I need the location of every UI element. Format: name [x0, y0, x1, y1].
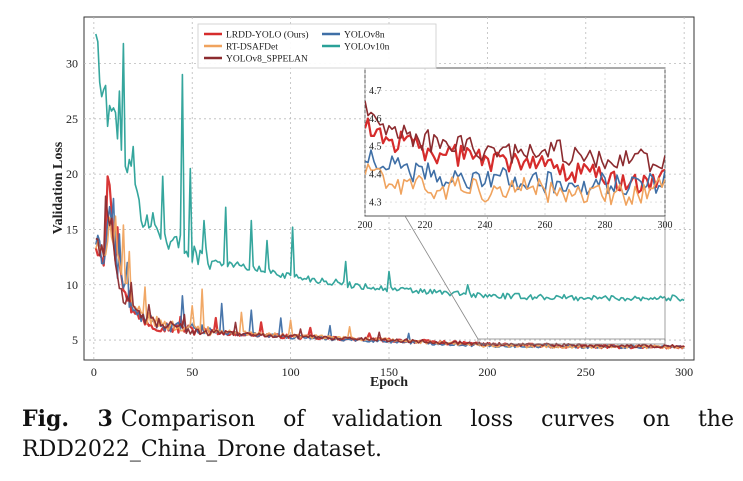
inset-x-tick-label: 240 — [478, 220, 493, 231]
series-line-yolov8-sppelan — [95, 195, 685, 349]
inset-y-tick-label: 4.6 — [369, 114, 382, 125]
loss-chart: 5 10 15 20 25 30 0 50 100 150 200 250 300 4.3 4.4 4.5… — [51, 16, 695, 390]
legend-label-lrdd-yolo-ours: LRDD-YOLO (Ours) — [226, 30, 309, 41]
x-tick-label: 50 — [186, 365, 198, 379]
x-tick-label: 300 — [675, 365, 693, 379]
inset-series-line-yolov8n — [365, 149, 665, 196]
legend-label-rt-dsafdet: RT-DSAFDet — [226, 43, 278, 53]
zoom-region-box — [477, 338, 666, 345]
y-tick-label: 10 — [66, 278, 78, 292]
inset-series-line-rt-dsafdet — [365, 163, 665, 206]
inset-x-tick-label: 260 — [538, 220, 553, 231]
x-tick-label: 250 — [577, 365, 595, 379]
y-tick-labels: 5 10 15 20 25 30 — [66, 56, 78, 347]
inset-y-tick-label: 4.4 — [369, 170, 382, 181]
inset-x-tick-label: 280 — [598, 220, 613, 231]
caption-label: Fig. 3 — [22, 406, 113, 432]
y-tick-label: 30 — [66, 56, 78, 70]
y-tick-label: 20 — [66, 167, 78, 181]
y-axis-label: Validation Loss — [51, 141, 66, 234]
zoom-inset: 4.34.44.54.64.7 200 220 240 260 280 300 — [358, 67, 673, 231]
x-axis-label: Epoch — [370, 375, 408, 390]
x-tick-label: 200 — [478, 365, 496, 379]
caption-text: Comparison of validation loss curves on … — [22, 407, 734, 462]
legend-label-yolov10n: YOLOv10n — [344, 43, 390, 53]
inset-series-line-yolov8-sppelan — [365, 100, 665, 173]
y-tick-label: 15 — [66, 222, 78, 236]
series-line-yolov10n — [95, 33, 685, 302]
x-tick-label: 0 — [91, 365, 97, 379]
main-series-group — [94, 33, 686, 350]
y-tick-label: 25 — [66, 112, 78, 126]
inset-y-tick-label: 4.3 — [369, 198, 382, 209]
x-tick-label: 150 — [380, 365, 398, 379]
legend-label-yolov8n: YOLOv8n — [344, 31, 385, 41]
inset-y-tick-label: 4.5 — [369, 142, 382, 153]
x-tick-label: 100 — [282, 365, 300, 379]
legend-label-yolov8-sppelan: YOLOv8_SPPELAN — [226, 55, 308, 65]
figure-caption: Fig. 3 Comparison of validation loss curv… — [22, 404, 734, 465]
inset-y-tick-labels: 4.3 4.4 4.5 4.6 4.7 — [369, 86, 382, 209]
x-tick-labels: 0 50 100 150 200 250 300 — [91, 365, 693, 379]
y-tick-label: 5 — [72, 333, 78, 347]
inset-x-tick-label: 220 — [418, 220, 433, 231]
legend-box — [197, 23, 437, 69]
legend: LRDD-YOLO (Ours) YOLOv8n RT-DSAFDet YOLOv10… — [197, 23, 437, 69]
inset-series-group — [365, 100, 665, 206]
inset-x-tick-label: 200 — [358, 220, 373, 231]
inset-y-tick-label: 4.7 — [369, 86, 382, 97]
zoom-connector-left — [404, 215, 479, 340]
